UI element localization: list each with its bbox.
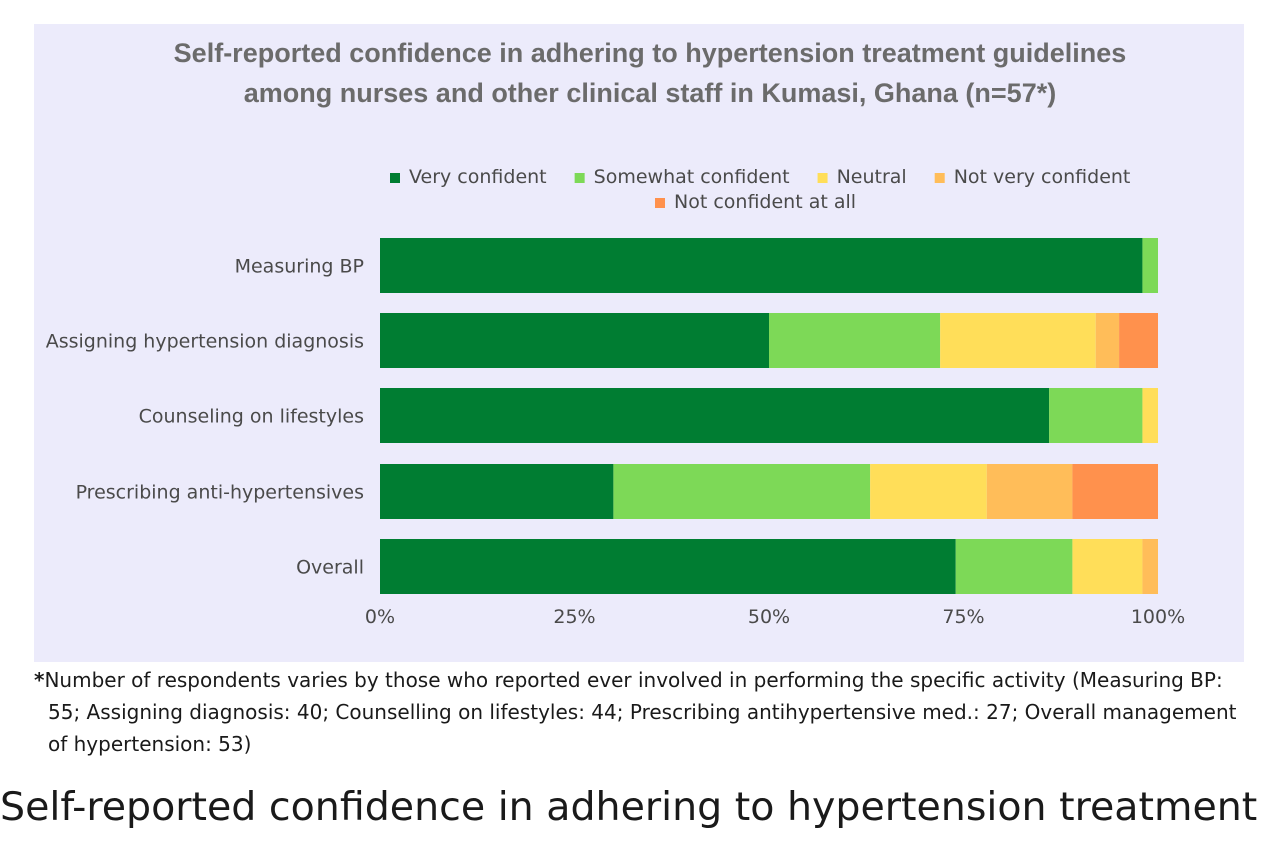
legend-label: Not confident at all (674, 191, 856, 213)
category-label: Counseling on lifestyles (139, 406, 364, 428)
legend-item: Neutral (817, 166, 907, 188)
bar-segment (1072, 539, 1143, 594)
category-labels: Measuring BP Assigning hypertension diagn… (46, 256, 364, 579)
legend-label: Neutral (837, 166, 907, 188)
bar-segment (380, 464, 614, 519)
legend-swatch (574, 173, 585, 183)
chart-title: Self-reported confidence in adhering to … (174, 38, 1127, 108)
x-tick-label: 0% (365, 606, 395, 628)
chart-legend: Very confident Somewhat confident Neutral N… (390, 166, 1130, 213)
bar-segment (769, 313, 941, 368)
bar-segment (380, 313, 769, 368)
bar-segment (1119, 313, 1158, 368)
bar-segment (986, 464, 1073, 519)
bar-segment (1142, 388, 1158, 443)
x-tick-label: 75% (942, 606, 984, 628)
legend-swatch (934, 173, 945, 183)
legend-label: Not very confident (954, 166, 1131, 188)
bar-segment (870, 464, 987, 519)
category-label: Overall (296, 557, 364, 579)
legend-swatch (390, 173, 400, 183)
bar-segment (613, 464, 871, 519)
footnote-star: * (34, 668, 45, 692)
legend-label: Very confident (409, 166, 547, 188)
chart-panel: Self-reported confidence in adhering to … (34, 24, 1244, 662)
chart-bars (380, 238, 1158, 594)
legend-label: Somewhat confident (594, 166, 790, 188)
x-tick-label: 50% (748, 606, 790, 628)
category-label: Assigning hypertension diagnosis (46, 331, 364, 353)
bar-segment (1049, 388, 1143, 443)
bar-segment (940, 313, 1096, 368)
x-axis-ticks: 0% 25% 50% 75% 100% (365, 606, 1185, 628)
category-label: Prescribing anti-hypertensives (76, 482, 364, 504)
stacked-bar-chart: Self-reported confidence in adhering to … (46, 38, 1185, 628)
legend-item: Not very confident (934, 166, 1131, 188)
category-label: Measuring BP (235, 256, 364, 278)
legend-swatch (817, 173, 828, 183)
x-tick-label: 100% (1131, 606, 1185, 628)
chart-title-line: Self-reported confidence in adhering to … (174, 38, 1127, 68)
bar-segment (380, 238, 1143, 293)
legend-item: Somewhat confident (574, 166, 790, 188)
legend-item: Not confident at all (655, 191, 856, 213)
bar-segment (955, 539, 1073, 594)
bar-segment (1142, 539, 1158, 594)
bar-segment (1095, 313, 1120, 368)
legend-item: Very confident (390, 166, 547, 188)
chart-title-line: among nurses and other clinical staff in… (244, 78, 1056, 108)
legend-swatch (655, 198, 665, 208)
chart-footnote: *Number of respondents varies by those w… (34, 664, 1253, 760)
bar-segment (380, 388, 1050, 443)
bar-segment (1072, 464, 1158, 519)
bar-segment (380, 539, 956, 594)
x-tick-label: 25% (553, 606, 595, 628)
footnote-text: Number of respondents varies by those wh… (44, 668, 1237, 756)
figure-caption: Self-reported confidence in adhering to … (0, 784, 1258, 830)
bar-segment (1142, 238, 1158, 293)
